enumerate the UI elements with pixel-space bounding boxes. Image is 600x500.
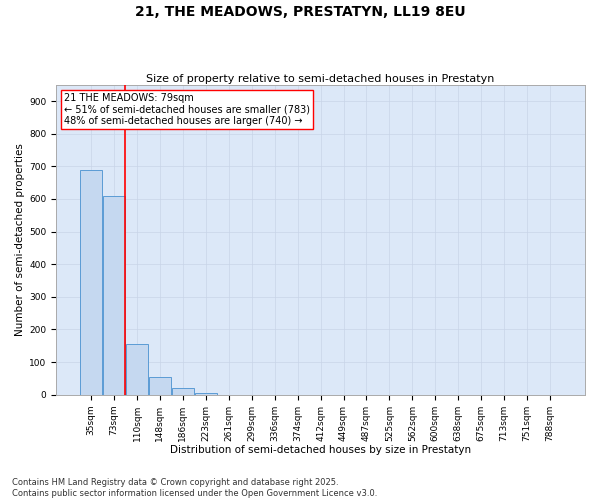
Bar	[149, 377, 171, 394]
Title: Size of property relative to semi-detached houses in Prestatyn: Size of property relative to semi-detach…	[146, 74, 495, 84]
X-axis label: Distribution of semi-detached houses by size in Prestatyn: Distribution of semi-detached houses by …	[170, 445, 471, 455]
Text: 21, THE MEADOWS, PRESTATYN, LL19 8EU: 21, THE MEADOWS, PRESTATYN, LL19 8EU	[134, 5, 466, 19]
Text: 21 THE MEADOWS: 79sqm
← 51% of semi-detached houses are smaller (783)
48% of sem: 21 THE MEADOWS: 79sqm ← 51% of semi-deta…	[64, 92, 310, 126]
Bar	[172, 388, 194, 394]
Bar	[195, 393, 217, 394]
Bar	[80, 170, 102, 394]
Text: Contains HM Land Registry data © Crown copyright and database right 2025.
Contai: Contains HM Land Registry data © Crown c…	[12, 478, 377, 498]
Bar	[103, 196, 125, 394]
Y-axis label: Number of semi-detached properties: Number of semi-detached properties	[15, 144, 25, 336]
Bar	[126, 344, 148, 395]
